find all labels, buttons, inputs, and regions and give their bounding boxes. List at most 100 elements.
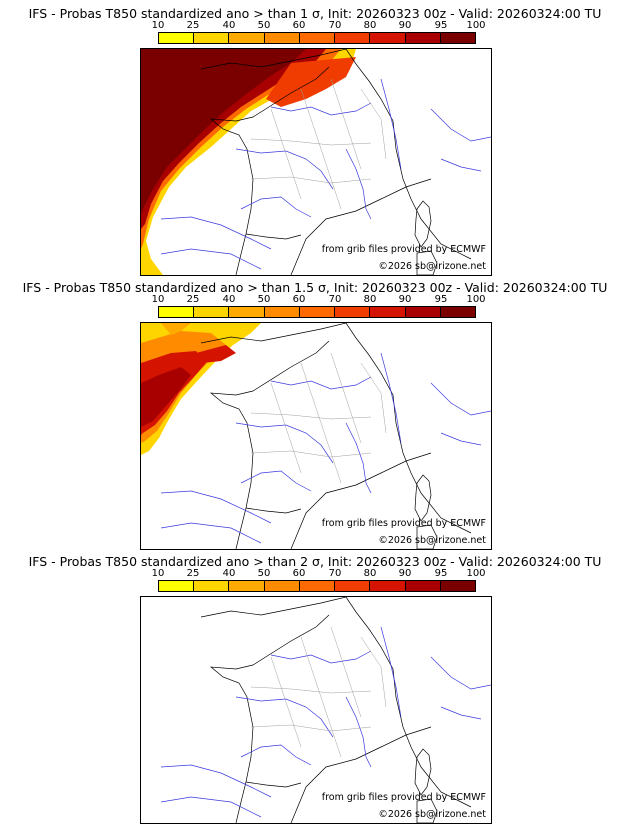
legend-swatch	[335, 33, 371, 43]
map-frame: from grib files provided by ECMWF ©2026 …	[140, 596, 492, 824]
panel-title: IFS - Probas T850 standardized ano > tha…	[28, 6, 602, 21]
data-credit: from grib files provided by ECMWF	[321, 244, 486, 255]
legend-tick: 70	[328, 20, 342, 31]
coastline-france-west	[209, 340, 330, 549]
legend-tick: 60	[292, 20, 306, 31]
legend-tick: 90	[398, 294, 412, 305]
legend-tick: 50	[257, 568, 271, 579]
rivers	[160, 626, 491, 818]
probability-shading	[141, 49, 356, 275]
map-svg	[160, 597, 491, 823]
legend-tick: 50	[257, 20, 271, 31]
legend-tick: 25	[186, 294, 200, 305]
coastlines	[200, 597, 472, 823]
coastline-england	[200, 323, 347, 344]
sardinia-island	[416, 250, 438, 275]
legend-tick: 10	[151, 568, 165, 579]
coastlines	[200, 49, 472, 275]
river-rhone	[345, 148, 372, 220]
rivers	[160, 352, 491, 544]
legend-tick: 95	[434, 568, 448, 579]
legend-swatch	[229, 307, 265, 317]
legend-tick: 50	[257, 294, 271, 305]
legend-swatch	[194, 33, 230, 43]
legend-tick: 10	[151, 294, 165, 305]
color-legend: 10 25 40 50 60 70 80 90 95 100	[152, 294, 486, 320]
legend-tick: 25	[186, 20, 200, 31]
legend-swatch	[299, 33, 336, 43]
river-spain-south	[160, 248, 262, 270]
legend-tick: 90	[398, 20, 412, 31]
legend-color-bar	[158, 32, 476, 44]
coastline-france-west	[209, 614, 330, 823]
legend-tick: 80	[363, 20, 377, 31]
rivers	[160, 78, 491, 270]
regional-borders	[250, 78, 387, 210]
legend-swatch	[159, 307, 195, 317]
color-legend: 10 25 40 50 60 70 80 90 95 100	[152, 20, 486, 46]
legend-swatch	[440, 33, 475, 43]
legend-swatch	[299, 581, 336, 591]
panel-title: IFS - Probas T850 standardized ano > tha…	[22, 280, 608, 295]
sardinia-island	[416, 798, 438, 823]
map-panel-1-5-sigma: IFS - Probas T850 standardized ano > tha…	[0, 274, 630, 550]
prob-area-max	[141, 367, 191, 427]
legend-tick: 60	[292, 294, 306, 305]
border-east	[345, 49, 472, 260]
data-credit: from grib files provided by ECMWF	[321, 792, 486, 803]
legend-swatch	[229, 581, 265, 591]
legend-tick: 40	[222, 294, 236, 305]
legend-tick: 60	[292, 568, 306, 579]
border-spain	[245, 507, 302, 514]
legend-swatch	[264, 307, 300, 317]
border-east	[345, 323, 472, 534]
corsica-island	[414, 474, 432, 522]
legend-tick: 100	[466, 294, 486, 305]
legend-tick: 90	[398, 568, 412, 579]
river-garonne	[240, 196, 312, 218]
legend-swatch	[264, 33, 300, 43]
regional-borders	[250, 352, 387, 484]
river-spain	[160, 216, 272, 250]
regional-borders	[250, 626, 387, 758]
map-svg	[141, 323, 491, 549]
border-east	[345, 597, 472, 808]
corsica-island	[414, 200, 432, 248]
map-frame: from grib files provided by ECMWF ©2026 …	[140, 322, 492, 550]
color-legend: 10 25 40 50 60 70 80 90 95 100	[152, 568, 486, 594]
legend-tick: 40	[222, 20, 236, 31]
coastlines	[200, 323, 472, 549]
coastline-england	[200, 49, 347, 70]
legend-swatch	[159, 33, 195, 43]
legend-tick: 80	[363, 568, 377, 579]
prob-area-channel	[196, 345, 236, 363]
map-panel-2-sigma: IFS - Probas T850 standardized ano > tha…	[0, 548, 630, 824]
legend-swatch	[299, 307, 336, 317]
legend-tick: 10	[151, 20, 165, 31]
panel-title: IFS - Probas T850 standardized ano > tha…	[28, 554, 602, 569]
probability-shading	[141, 323, 261, 455]
legend-tick: 95	[434, 294, 448, 305]
river-italy	[430, 108, 491, 142]
legend-tick: 80	[363, 294, 377, 305]
legend-tick: 95	[434, 20, 448, 31]
prob-area-north	[161, 323, 191, 335]
legend-swatch	[194, 307, 230, 317]
legend-swatch	[159, 581, 195, 591]
corsica-island	[414, 748, 432, 796]
legend-swatch	[405, 307, 441, 317]
river-seine	[270, 102, 372, 116]
map-svg	[141, 49, 491, 275]
legend-swatch	[194, 581, 230, 591]
legend-tick: 70	[328, 294, 342, 305]
legend-color-bar	[158, 306, 476, 318]
legend-swatch	[264, 581, 300, 591]
border-spain	[245, 233, 302, 240]
legend-swatch	[405, 33, 441, 43]
legend-swatch	[229, 33, 265, 43]
legend-tick: 100	[466, 568, 486, 579]
prob-area-max	[141, 49, 306, 214]
legend-tick: 25	[186, 568, 200, 579]
legend-color-bar	[158, 580, 476, 592]
legend-tick: 70	[328, 568, 342, 579]
